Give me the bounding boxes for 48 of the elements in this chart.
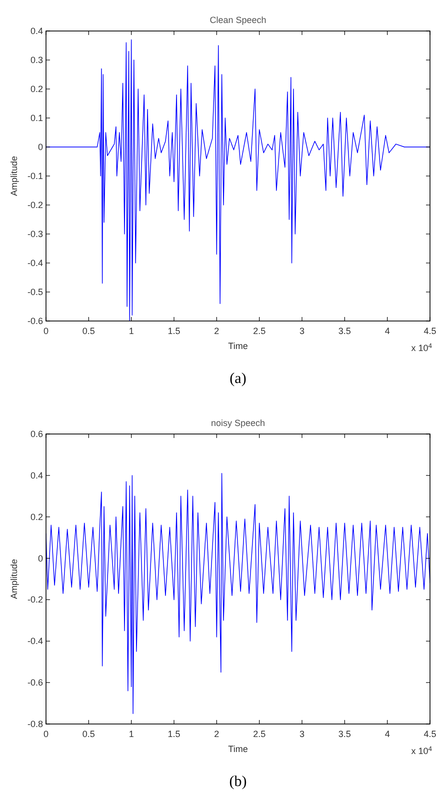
text: (a)	[230, 371, 246, 387]
x-axis-title: Time	[228, 744, 248, 754]
x-tick-label: 3	[299, 326, 305, 336]
y-tick-label: -0.1	[27, 171, 43, 181]
y-tick-label: 0	[38, 142, 43, 152]
x-tick-label: 0.5	[82, 326, 95, 336]
text: x 10$^{4}$	[411, 746, 432, 756]
y-tick-label: -0.8	[27, 719, 43, 729]
y-tick-label: 0.2	[30, 84, 43, 94]
x-tick-label: 2	[214, 729, 220, 739]
y-tick-label: 0.4	[30, 470, 43, 480]
x-tick-label: 1.5	[168, 729, 180, 739]
chart-title: noisy Speech	[210, 418, 266, 428]
y-axis-title: Amplitude	[9, 558, 19, 600]
y-axis-title: Amplitude	[9, 156, 19, 196]
x-tick-label: 3.5	[338, 729, 351, 739]
x-tick-label: 0.5	[82, 729, 95, 739]
y-tick-label: -0.4	[27, 636, 43, 646]
y-tick-label: 0.3	[30, 55, 43, 65]
x-tick-label: 4	[384, 729, 390, 739]
chart-title: Clean Speech	[210, 15, 266, 25]
x-tick-label: 4.5	[424, 326, 436, 336]
y-tick-label: 0	[38, 553, 43, 564]
y-tick-label: 0.2	[30, 512, 43, 522]
x-tick-label: 2.5	[253, 729, 266, 739]
y-tick-label: -0.3	[27, 229, 43, 239]
x-tick-label: 1.5	[168, 326, 180, 336]
line-series	[46, 473, 430, 714]
x-axis-title: Time	[228, 341, 248, 351]
x-tick-label: 2.5	[253, 326, 266, 336]
text: (b)	[229, 774, 247, 790]
x-tick-label: 1	[128, 729, 134, 739]
y-tick-label: 0.4	[30, 26, 43, 36]
x-tick-label: 3	[299, 729, 305, 739]
y-tick-label: -0.4	[27, 258, 43, 268]
y-tick-label: -0.6	[27, 678, 43, 688]
y-tick-label: 0.6	[30, 429, 43, 439]
x-tick-label: 4.5	[424, 729, 436, 739]
y-tick-label: 0.1	[30, 113, 43, 123]
y-tick-label: -0.2	[27, 200, 43, 210]
text: x 10$^{4}$	[411, 342, 432, 353]
y-tick-label: -0.2	[27, 594, 43, 605]
y-tick-label: -0.5	[27, 287, 43, 297]
x-tick-label: 4	[384, 326, 390, 336]
x-tick-label: 1	[128, 326, 134, 336]
y-tick-label: -0.6	[27, 316, 43, 326]
x-tick-label: 3.5	[338, 326, 351, 336]
x-tick-label: 2	[214, 326, 220, 336]
